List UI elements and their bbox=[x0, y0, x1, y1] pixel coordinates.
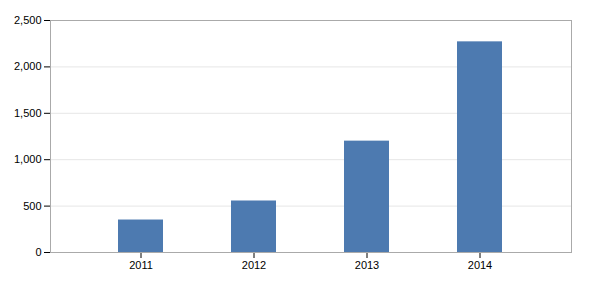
svg-text:1,500: 1,500 bbox=[14, 107, 42, 119]
svg-text:0: 0 bbox=[35, 246, 41, 258]
svg-text:2014: 2014 bbox=[468, 259, 492, 271]
svg-text:500: 500 bbox=[23, 200, 41, 212]
svg-text:2013: 2013 bbox=[355, 259, 379, 271]
svg-text:1,000: 1,000 bbox=[14, 153, 42, 165]
svg-text:2,000: 2,000 bbox=[14, 60, 42, 72]
svg-text:2011: 2011 bbox=[129, 259, 153, 271]
svg-text:2012: 2012 bbox=[242, 259, 266, 271]
svg-text:2,500: 2,500 bbox=[14, 14, 42, 26]
